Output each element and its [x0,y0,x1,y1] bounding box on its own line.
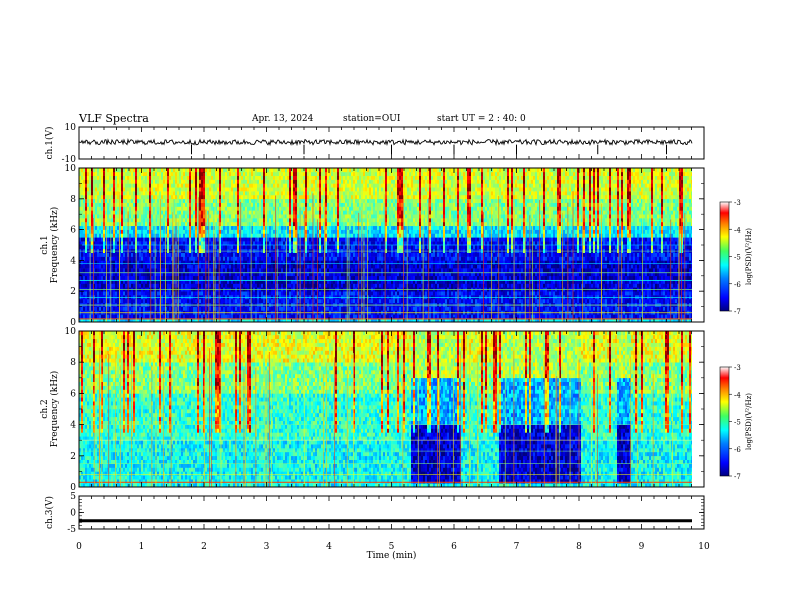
ch1-waveform-line [79,140,692,145]
ch2-spectrogram-yaxis-ylabel-0: ch.2 [40,399,50,418]
ch1-colorbar-tick-2: -5 [734,254,741,262]
ch3-waveform-yaxis-tick-2: -5 [67,525,76,535]
ch2-colorbar-tick-0: -3 [734,364,741,372]
ch1-colorbar-tick-3: -6 [734,281,741,289]
ch1-colorbar-tick-1: -4 [734,226,741,234]
x-tick-label-3: 3 [264,542,270,552]
ch1-colorbar-label: log(PSD)(V²/Hz) [745,228,753,285]
ch1-spectrogram [79,168,704,322]
ch2-spectrogram-yaxis-ylabel-1: Frequency (kHz) [49,371,60,448]
vlf-figure: 10-10ch.1(V)0246810ch.1 Frequency (kHz)02… [0,0,792,612]
ch3-waveform-yaxis-tick-1: 0 [70,509,76,519]
ch2-spectrogram-yaxis-tick-1: 2 [70,452,76,462]
ch1-spectrogram-yaxis-tick-5: 10 [65,164,77,174]
ch1-waveform-yaxis-ylabel-0: ch.1(V) [44,127,55,160]
x-tick-label-7: 7 [514,542,520,552]
x-tick-label-0: 0 [76,542,82,552]
ch2-colorbar-tick-4: -7 [734,473,741,481]
x-tick-label-1: 1 [139,542,145,552]
ch2-spectrogram-yaxis-tick-5: 10 [65,327,77,337]
ch2-colorbar [720,367,729,476]
ch1-spectrogram-yaxis-tick-2: 4 [70,256,76,266]
x-tick-label-6: 6 [451,542,457,552]
ch2-colorbar-tick-2: -5 [734,419,741,427]
ch1-spectrogram-yaxis-tick-1: 2 [70,287,76,297]
ch2-colorbar-tick-1: -4 [734,391,741,399]
ch1-colorbar-tick-4: -7 [734,308,741,316]
ch2-colorbar-tick-3: -6 [734,446,741,454]
x-tick-label-4: 4 [326,542,332,552]
ch3-waveform-yaxis-ylabel-0: ch.3(V) [44,496,55,529]
ch1-spectrogram-yaxis-tick-4: 8 [70,195,76,205]
ch3-waveform-yaxis-tick-0: 5 [70,492,76,502]
ch2-spectrogram-yaxis-tick-4: 8 [70,358,76,368]
x-tick-label-10: 10 [698,542,710,552]
ch1-spectrogram-yaxis-ylabel-1: Frequency (kHz) [49,207,60,284]
x-tick-label-9: 9 [639,542,645,552]
x-tick-label-2: 2 [201,542,207,552]
ch1-spectrogram-yaxis-tick-3: 6 [70,226,76,236]
ch2-spectrogram [79,331,704,487]
ch2-colorbar-label: log(PSD)(V²/Hz) [745,393,753,450]
x-tick-label-8: 8 [576,542,582,552]
ch2-spectrogram-yaxis-tick-2: 4 [70,421,76,431]
ch2-spectrogram-yaxis-tick-3: 6 [70,389,76,399]
ch1-colorbar [720,202,729,311]
x-axis-label: Time (min) [367,550,417,561]
ch1-spectrogram-yaxis-ylabel-0: ch.1 [40,235,50,254]
ch1-colorbar-tick-0: -3 [734,199,741,207]
ch1-waveform-yaxis-tick-0: 10 [65,123,77,133]
